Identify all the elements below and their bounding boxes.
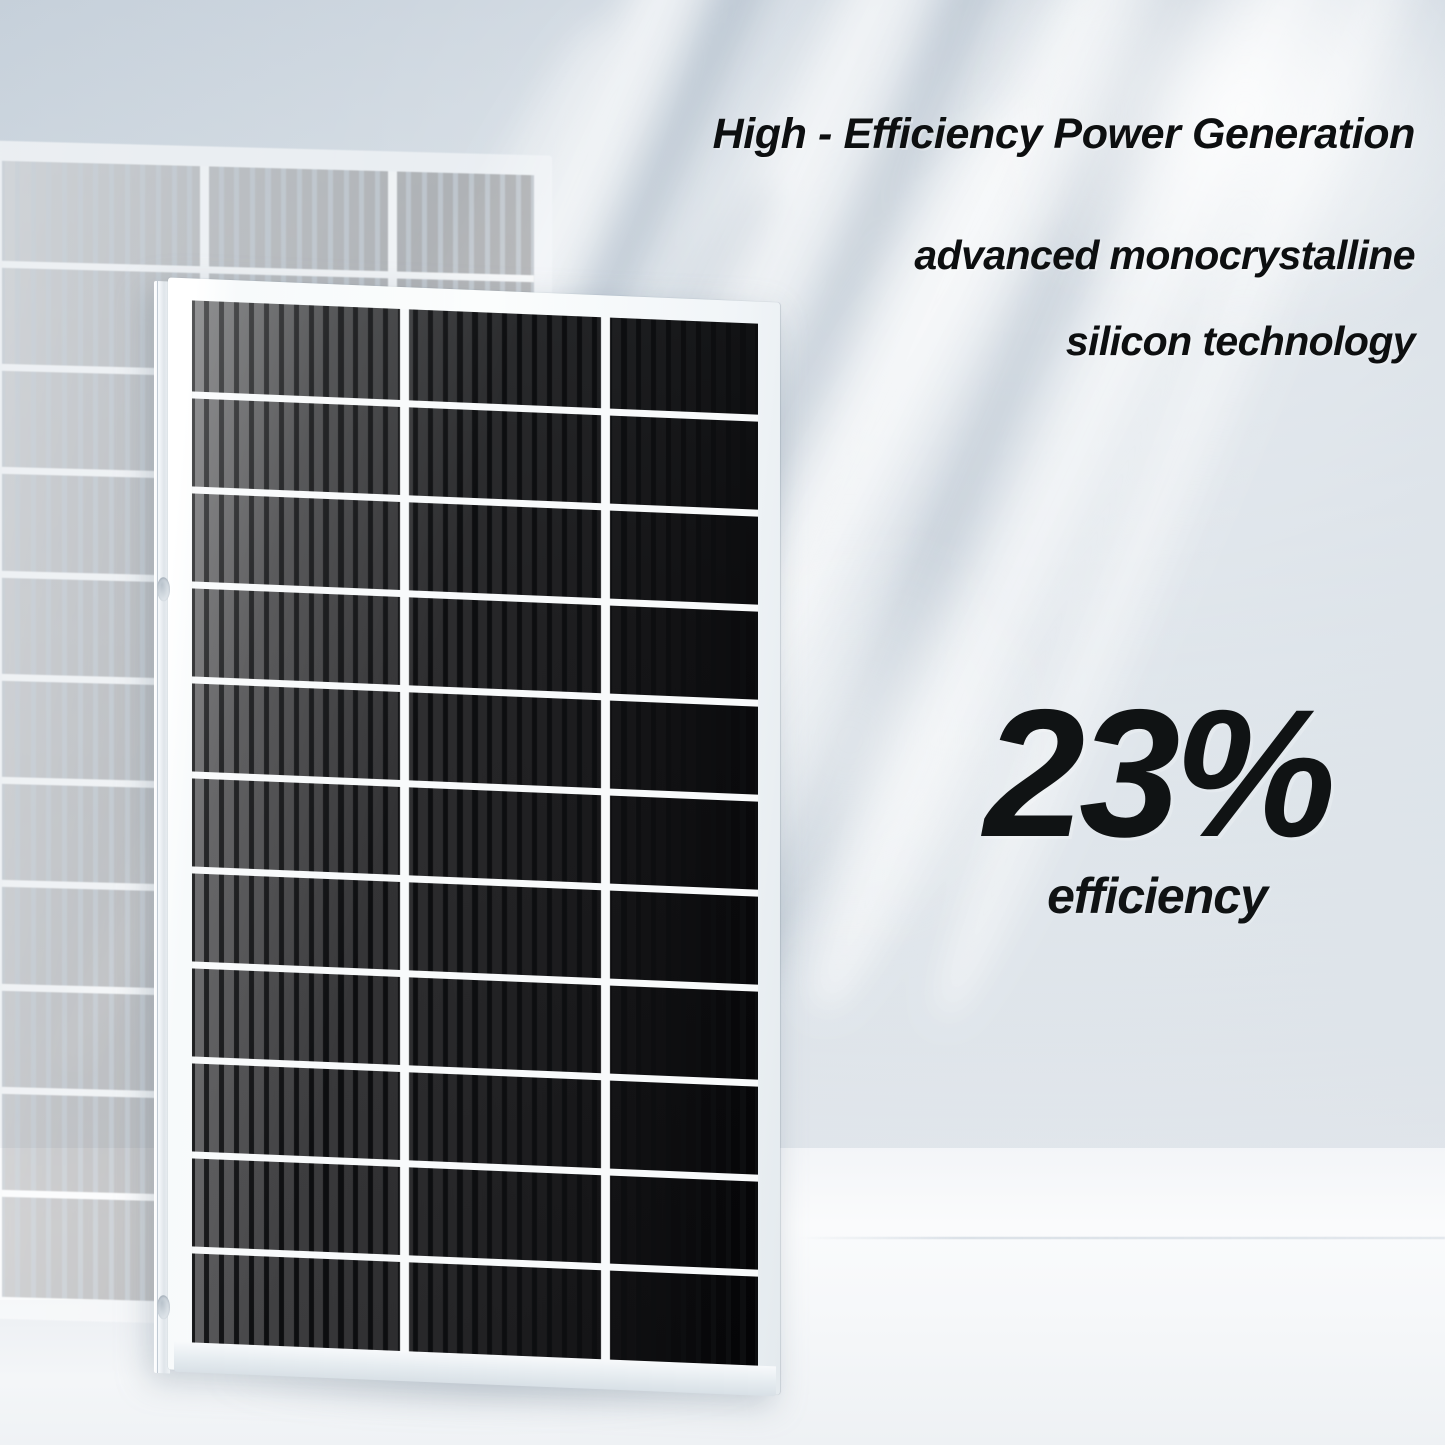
cell-row-divider xyxy=(192,676,758,707)
highlight-glow-top-right xyxy=(865,0,1445,420)
efficiency-value: 23% xyxy=(983,671,1336,875)
headline: High - Efficiency Power Generation xyxy=(712,110,1416,158)
front-panel-glass xyxy=(192,300,758,1368)
cell-row-divider xyxy=(192,961,758,992)
floor-seam-line xyxy=(800,1237,1445,1239)
subheadline-line-1: advanced monocrystalline xyxy=(914,232,1415,278)
mounting-hole-upper xyxy=(157,576,170,602)
efficiency-label: efficiency xyxy=(1047,868,1268,925)
cell-row-divider xyxy=(192,771,758,802)
front-solar-panel xyxy=(154,277,780,1397)
cell-row-divider xyxy=(192,866,758,897)
cell-row-divider xyxy=(2,260,534,282)
cell-row-divider xyxy=(192,1151,758,1182)
cell-row-divider xyxy=(192,1246,758,1277)
cell-row-divider xyxy=(192,391,758,423)
front-panel-row-lines xyxy=(192,300,758,1368)
cell-row-divider xyxy=(192,1056,758,1087)
cell-row-divider xyxy=(192,486,758,517)
glass-sheen xyxy=(192,300,758,1368)
efficiency-stat-block: 23% efficiency xyxy=(957,671,1357,925)
mounting-hole-lower xyxy=(157,1294,170,1320)
subheadline-line-2: silicon technology xyxy=(1065,318,1416,364)
cell-row-divider xyxy=(192,581,758,612)
